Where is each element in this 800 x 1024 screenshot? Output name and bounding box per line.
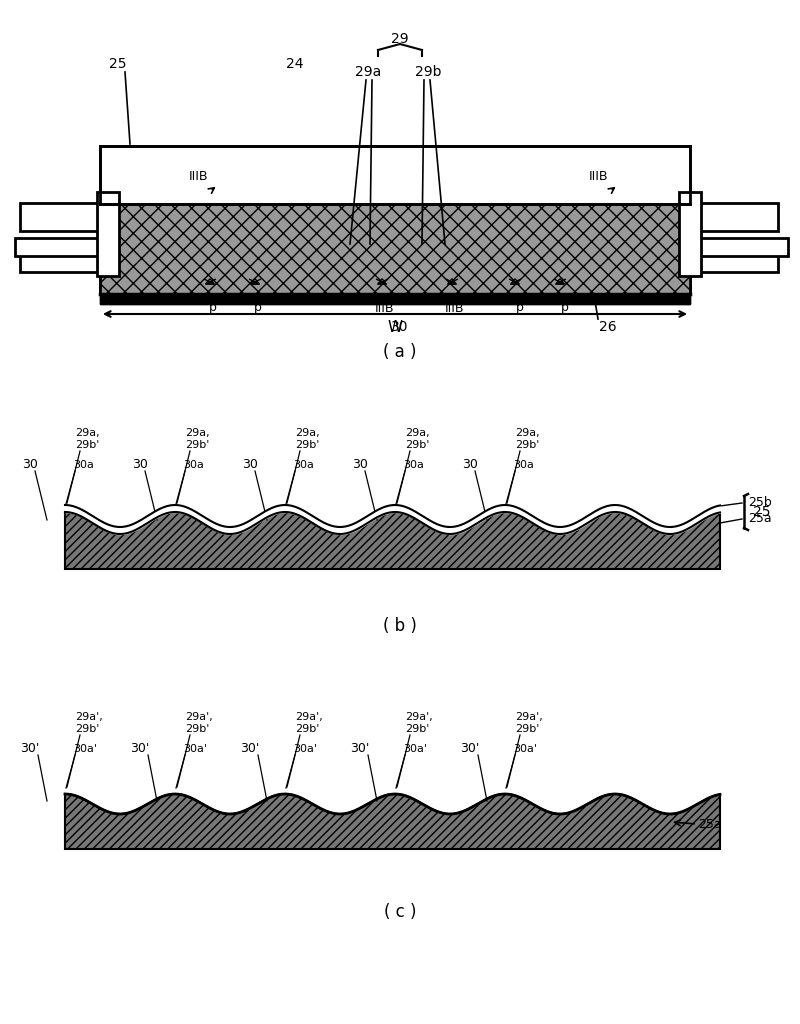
Text: 30: 30	[132, 459, 148, 471]
Text: 30: 30	[22, 459, 38, 471]
Text: 25b: 25b	[748, 496, 772, 509]
Text: 29a',: 29a',	[405, 712, 433, 722]
Text: 25a: 25a	[748, 512, 772, 524]
Bar	[100, 294, 690, 304]
Text: 26: 26	[599, 319, 617, 334]
Bar	[700, 203, 778, 231]
Text: 30a': 30a'	[293, 744, 317, 754]
Text: 29b': 29b'	[515, 724, 539, 734]
Text: 30a': 30a'	[73, 744, 97, 754]
Bar	[20, 203, 98, 231]
Bar	[97, 193, 119, 276]
Text: p: p	[254, 301, 262, 314]
Text: IIIB: IIIB	[188, 170, 208, 182]
Text: 29a,: 29a,	[295, 428, 320, 438]
Text: 29a',: 29a',	[185, 712, 213, 722]
Text: 30a: 30a	[73, 460, 94, 470]
Text: 30': 30'	[130, 742, 150, 756]
Text: 29b': 29b'	[405, 724, 430, 734]
Text: 30: 30	[352, 459, 368, 471]
Text: 29b': 29b'	[185, 724, 210, 734]
Text: ( c ): ( c )	[384, 903, 416, 921]
Text: 29a,: 29a,	[185, 428, 210, 438]
Bar	[20, 244, 98, 272]
Text: ( b ): ( b )	[383, 617, 417, 635]
Text: p: p	[561, 301, 569, 314]
Text: 25: 25	[754, 505, 770, 519]
Text: 29a,: 29a,	[75, 428, 100, 438]
Polygon shape	[65, 794, 720, 849]
Text: 30a: 30a	[513, 460, 534, 470]
Text: 30a: 30a	[403, 460, 424, 470]
Text: 29: 29	[391, 32, 409, 46]
Text: 25: 25	[110, 57, 126, 71]
Text: 29b': 29b'	[185, 440, 210, 450]
Bar	[100, 204, 690, 294]
Text: 29b': 29b'	[405, 440, 430, 450]
Text: p: p	[209, 301, 217, 314]
Bar	[100, 146, 690, 204]
Text: 30': 30'	[240, 742, 260, 756]
Text: 30a': 30a'	[183, 744, 207, 754]
Text: 29a: 29a	[355, 65, 381, 79]
Bar	[15, 238, 103, 256]
Text: ( a ): ( a )	[383, 343, 417, 361]
Text: 30: 30	[391, 319, 409, 334]
Bar	[100, 294, 690, 304]
Text: 30a: 30a	[293, 460, 314, 470]
Text: 29b': 29b'	[295, 440, 319, 450]
Text: 29a',: 29a',	[295, 712, 322, 722]
Bar	[700, 238, 788, 256]
Bar	[100, 204, 690, 294]
Bar	[700, 244, 778, 272]
Text: IIIB: IIIB	[446, 301, 465, 314]
Text: 25a: 25a	[698, 817, 722, 830]
Bar	[679, 193, 701, 276]
Text: 30: 30	[242, 459, 258, 471]
Text: 30: 30	[462, 459, 478, 471]
Text: 30a': 30a'	[513, 744, 537, 754]
Text: 30a': 30a'	[403, 744, 427, 754]
Text: IIIB: IIIB	[375, 301, 394, 314]
Text: 29b': 29b'	[75, 440, 99, 450]
Text: p: p	[516, 301, 524, 314]
Text: 30': 30'	[20, 742, 40, 756]
Text: 29a',: 29a',	[75, 712, 102, 722]
Polygon shape	[65, 512, 720, 569]
Text: IIIB: IIIB	[588, 170, 608, 182]
Text: 29b': 29b'	[515, 440, 539, 450]
Text: 29a',: 29a',	[515, 712, 542, 722]
Text: 29a,: 29a,	[405, 428, 430, 438]
Text: 30': 30'	[460, 742, 480, 756]
Text: 29a,: 29a,	[515, 428, 540, 438]
Text: 29b': 29b'	[295, 724, 319, 734]
Text: 29b: 29b	[414, 65, 442, 79]
Text: 30': 30'	[350, 742, 370, 756]
Text: 30a: 30a	[183, 460, 204, 470]
Text: 24: 24	[286, 57, 304, 71]
Text: W: W	[387, 321, 402, 336]
Text: 29b': 29b'	[75, 724, 99, 734]
Bar	[100, 146, 690, 204]
